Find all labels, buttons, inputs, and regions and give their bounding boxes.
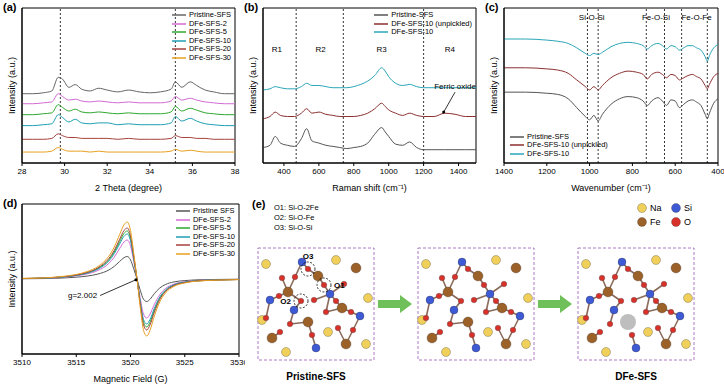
svg-text:2 Theta (degree): 2 Theta (degree) <box>95 183 162 193</box>
svg-text:Intensity (a.u.): Intensity (a.u.) <box>248 57 258 114</box>
html-text:DFe-SFS-20: DFe-SFS-20 <box>188 44 231 53</box>
html-text:Pristine-SFS: Pristine-SFS <box>188 10 231 19</box>
svg-text:1200: 1200 <box>415 167 433 176</box>
svg-text:38: 38 <box>231 167 240 176</box>
svg-text:1000: 1000 <box>380 167 398 176</box>
svg-text:1400: 1400 <box>495 167 513 176</box>
svg-text:36: 36 <box>188 167 197 176</box>
svg-text:O3: O3 <box>303 252 314 261</box>
svg-text:1000: 1000 <box>581 167 599 176</box>
svg-text:Si: Si <box>684 203 692 213</box>
html-text:DFe-SFS-10: DFe-SFS-10 <box>391 27 434 36</box>
svg-text:Ferric oxide: Ferric oxide <box>434 82 476 91</box>
svg-text:1400: 1400 <box>450 167 468 176</box>
html-text:DFe-SFS-30: DFe-SFS-30 <box>192 248 235 258</box>
svg-text:Fe: Fe <box>650 217 661 227</box>
html-text:DFe-SFS-5: DFe-SFS-5 <box>188 27 227 36</box>
svg-text:3525: 3525 <box>176 358 194 367</box>
svg-text:Si-O-Si: Si-O-Si <box>579 13 605 22</box>
svg-text:34: 34 <box>145 167 154 176</box>
svg-text:O1: O1 <box>334 281 345 290</box>
html-text:(d): (d) <box>3 197 17 209</box>
svg-text:Na: Na <box>650 203 662 213</box>
svg-text:Fe-O-Fe: Fe-O-Fe <box>681 13 712 22</box>
svg-text:28: 28 <box>18 167 27 176</box>
svg-text:g=2.002: g=2.002 <box>68 291 98 300</box>
svg-text:DFe-SFS: DFe-SFS <box>615 371 657 382</box>
svg-text:600: 600 <box>312 167 326 176</box>
html-text:DFe-SFS-5: DFe-SFS-5 <box>192 223 231 232</box>
svg-text:800: 800 <box>626 167 640 176</box>
html-text:(c): (c) <box>485 1 499 13</box>
html-text:DFe-SFS-10 (unpickled): DFe-SFS-10 (unpickled) <box>527 140 608 149</box>
svg-text:1200: 1200 <box>538 167 556 176</box>
svg-text:Raman shift (cm⁻¹): Raman shift (cm⁻¹) <box>332 183 407 193</box>
html-text:Pristine SFS: Pristine SFS <box>192 206 235 215</box>
svg-text:30: 30 <box>60 167 69 176</box>
svg-text:O3: Si-O-Si: O3: Si-O-Si <box>274 223 313 232</box>
svg-text:3510: 3510 <box>13 358 31 367</box>
html-text:DFe-SFS-30: DFe-SFS-30 <box>188 52 231 62</box>
html-text:(b): (b) <box>244 1 258 13</box>
html-text:(a): (a) <box>3 1 17 13</box>
svg-text:Intensity (a.u.): Intensity (a.u.) <box>8 57 17 114</box>
svg-text:R1: R1 <box>272 45 283 54</box>
svg-text:Magnetic Field (G): Magnetic Field (G) <box>93 374 167 384</box>
svg-text:3520: 3520 <box>122 358 140 367</box>
svg-text:O2: Si-O-Fe: O2: Si-O-Fe <box>274 213 314 222</box>
svg-text:R4: R4 <box>445 45 456 54</box>
svg-text:O1: Si-O-2Fe: O1: Si-O-2Fe <box>274 203 319 212</box>
svg-text:Wavenumber (cm⁻¹): Wavenumber (cm⁻¹) <box>571 183 651 193</box>
html-text:DFe-SFS-10 (unpickled): DFe-SFS-10 (unpickled) <box>391 18 472 28</box>
svg-text:O: O <box>684 217 691 227</box>
svg-text:3515: 3515 <box>67 358 85 367</box>
svg-text:400: 400 <box>277 167 291 176</box>
svg-text:R3: R3 <box>377 45 388 54</box>
html-text:DFe-SFS-10: DFe-SFS-10 <box>527 148 570 158</box>
html-text:DFe-SFS-10: DFe-SFS-10 <box>192 231 235 241</box>
svg-text:400: 400 <box>711 167 716 176</box>
svg-text:Fe-O-Si: Fe-O-Si <box>642 13 670 22</box>
svg-text:R2: R2 <box>315 45 326 54</box>
svg-text:800: 800 <box>347 167 361 176</box>
svg-text:600: 600 <box>669 167 683 176</box>
svg-text:32: 32 <box>103 167 112 176</box>
svg-text:Intensity (a.u.): Intensity (a.u.) <box>8 250 17 307</box>
html-text:Pristine-SFS: Pristine-SFS <box>391 10 434 19</box>
svg-text:Pristine-SFS: Pristine-SFS <box>286 371 346 382</box>
html-text:DFe-SFS-20: DFe-SFS-20 <box>192 240 235 249</box>
svg-text:Intensity (a.u.): Intensity (a.u.) <box>489 57 499 114</box>
svg-text:O2: O2 <box>280 297 291 306</box>
html-text:Pristine-SFS: Pristine-SFS <box>527 131 570 141</box>
html-text:DFe-SFS-2: DFe-SFS-2 <box>192 214 231 224</box>
html-text:DFe-SFS-10: DFe-SFS-10 <box>188 35 231 45</box>
svg-text:3530: 3530 <box>230 358 245 367</box>
html-text:DFe-SFS-2: DFe-SFS-2 <box>188 18 227 28</box>
svg-text:(e): (e) <box>252 198 266 210</box>
